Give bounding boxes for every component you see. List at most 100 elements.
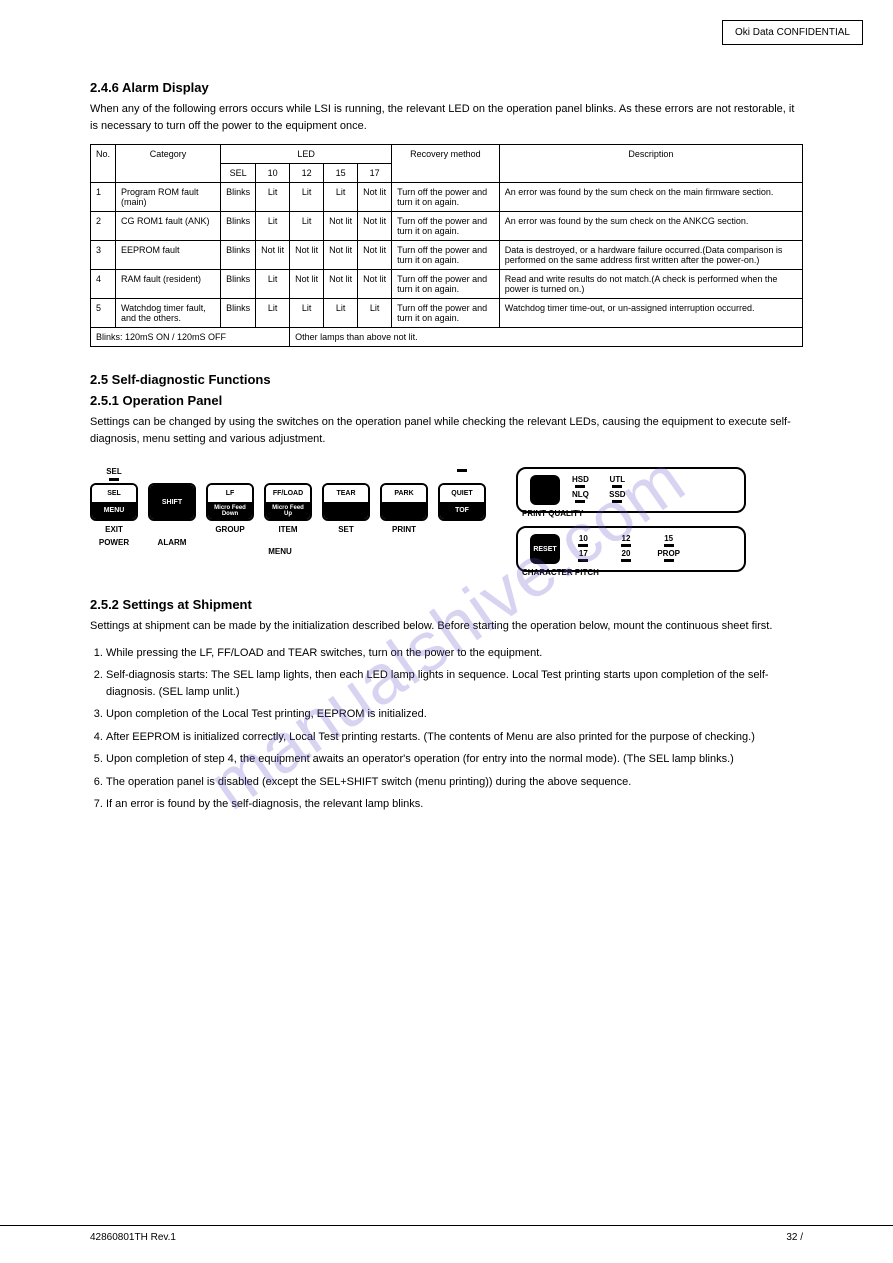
panel-button-item: TEARSET (322, 467, 370, 534)
button-sublabel (264, 538, 312, 547)
table-row: 3EEPROM faultBlinksNot litNot litNot lit… (91, 241, 803, 270)
pitch-item: 15 (657, 535, 680, 548)
table-cell: Blinks (221, 299, 256, 328)
right-panels: HSDUTLNLQSSD PRINT QUALITY RESET 1012151… (516, 467, 746, 577)
col-10: 10 (256, 164, 290, 183)
operation-panel-figure: SEL SELMENU EXIT SHIFT LFMicro FeedDownGROUP… (90, 467, 803, 577)
button-face-top: LF (208, 485, 252, 502)
table-cell: Blinks (221, 270, 256, 299)
panel-button[interactable]: FF/LOADMicro FeedUp (264, 483, 312, 521)
section-2-5-2-title: 2.5.2 Settings at Shipment (90, 597, 803, 612)
col-led: LED (221, 145, 392, 164)
panel-button[interactable]: PARK (380, 483, 428, 521)
button-sublabel: POWER (90, 538, 138, 547)
menu-label: MENU (190, 547, 370, 556)
table-cell: Watchdog timer fault, and the others. (116, 299, 221, 328)
table-cell: 2 (91, 212, 116, 241)
table-cell: Not lit (324, 212, 358, 241)
table-cell: Program ROM fault (main) (116, 183, 221, 212)
table-cell: Lit (358, 299, 392, 328)
col-sel: SEL (221, 164, 256, 183)
col-no: No. (91, 145, 116, 183)
step-item: Upon completion of step 4, the equipment… (106, 751, 803, 768)
button-group: SEL SELMENU EXIT SHIFT LFMicro FeedDownGROUP… (90, 467, 486, 556)
table-cell: Not lit (290, 270, 324, 299)
button-face-bottom: MENU (92, 502, 136, 519)
panel-button-item: PARKPRINT (380, 467, 428, 534)
panel-button[interactable]: TEAR (322, 483, 370, 521)
table-cell: Not lit (358, 270, 392, 299)
table-cell: Turn off the power and turn it on again. (392, 299, 500, 328)
steps-list: While pressing the LF, FF/LOAD and TEAR … (90, 645, 803, 813)
table-cell: Lit (290, 299, 324, 328)
button-sublabel (438, 538, 486, 547)
pitch-item: 10 (572, 535, 595, 548)
table-cell: Lit (324, 299, 358, 328)
led-indicator (457, 469, 467, 472)
pitch-item: 12 (615, 535, 638, 548)
button-below-label: ITEM (278, 525, 297, 534)
panel-button[interactable]: LFMicro FeedDown (206, 483, 254, 521)
step-item: Upon completion of the Local Test printi… (106, 706, 803, 723)
table-note-left: Blinks: 120mS ON / 120mS OFF (91, 328, 290, 347)
panel-button[interactable]: SELMENU (90, 483, 138, 521)
quality-item: NLQ (572, 491, 589, 504)
page-footer: 42860801TH Rev.1 32 / (0, 1225, 893, 1243)
panel-button[interactable]: QUIETTOF (438, 483, 486, 521)
panel-button-item: LFMicro FeedDownGROUP (206, 467, 254, 534)
table-cell: Lit (324, 183, 358, 212)
table-cell: Lit (290, 183, 324, 212)
section-2-5-title: 2.5 Self-diagnostic Functions (90, 372, 803, 387)
section-2-5-2-intro: Settings at shipment can be made by the … (90, 618, 803, 635)
corner-confidential: Oki Data CONFIDENTIAL (722, 20, 863, 45)
table-row: 4RAM fault (resident)BlinksLitNot litNot… (91, 270, 803, 299)
table-cell: 5 (91, 299, 116, 328)
table-cell: CG ROM1 fault (ANK) (116, 212, 221, 241)
table-cell: Not lit (358, 241, 392, 270)
step-item: If an error is found by the self-diagnos… (106, 796, 803, 813)
table-row: 2CG ROM1 fault (ANK)BlinksLitLitNot litN… (91, 212, 803, 241)
button-face-bottom: Micro FeedUp (266, 502, 310, 519)
character-pitch-panel: RESET 1012151720PROP CHARACTER PITCH (516, 526, 746, 577)
button-face-bottom (324, 502, 368, 519)
table-note-right: Other lamps than above not lit. (290, 328, 803, 347)
quality-item: UTL (609, 476, 626, 489)
table-row: 5Watchdog timer fault, and the others.Bl… (91, 299, 803, 328)
alarm-table: No. Category LED Recovery method Descrip… (90, 144, 803, 347)
pitch-item: 20 (615, 550, 638, 563)
table-cell: An error was found by the sum check on t… (499, 183, 802, 212)
col-recovery: Recovery method (392, 145, 500, 183)
button-face-bottom: SHIFT (150, 485, 194, 519)
table-cell: Lit (256, 183, 290, 212)
section-2-5: 2.5 Self-diagnostic Functions 2.5.1 Oper… (90, 372, 803, 813)
section-2-5-1-title: 2.5.1 Operation Panel (90, 393, 803, 408)
button-face-bottom: TOF (440, 502, 484, 519)
quality-button[interactable] (530, 475, 560, 505)
quality-item: HSD (572, 476, 589, 489)
table-cell: Read and write results do not match.(A c… (499, 270, 802, 299)
step-item: Self-diagnosis starts: The SEL lamp ligh… (106, 667, 803, 700)
reset-button[interactable]: RESET (530, 534, 560, 564)
button-below-label: EXIT (105, 525, 123, 534)
footer-left: 42860801TH Rev.1 (90, 1232, 176, 1243)
col-category: Category (116, 145, 221, 183)
button-sublabel (206, 538, 254, 547)
panel-button[interactable]: SHIFT (148, 483, 196, 521)
table-cell: Turn off the power and turn it on again. (392, 183, 500, 212)
button-sublabel (322, 538, 370, 547)
table-cell: Not lit (324, 270, 358, 299)
table-cell: RAM fault (resident) (116, 270, 221, 299)
table-footer-row: Blinks: 120mS ON / 120mS OFF Other lamps… (91, 328, 803, 347)
button-top-label: SEL (106, 467, 122, 481)
button-face-top: QUIET (440, 485, 484, 502)
table-cell: Lit (256, 212, 290, 241)
button-top-label (457, 467, 467, 481)
table-cell: Blinks (221, 183, 256, 212)
table-cell: Blinks (221, 241, 256, 270)
section-2-4-6-title: 2.4.6 Alarm Display (90, 80, 803, 95)
main-content: 2.4.6 Alarm Display When any of the foll… (0, 0, 893, 853)
table-cell: Data is destroyed, or a hardware failure… (499, 241, 802, 270)
button-sublabel (380, 538, 428, 547)
step-item: While pressing the LF, FF/LOAD and TEAR … (106, 645, 803, 662)
led-indicator (109, 478, 119, 481)
